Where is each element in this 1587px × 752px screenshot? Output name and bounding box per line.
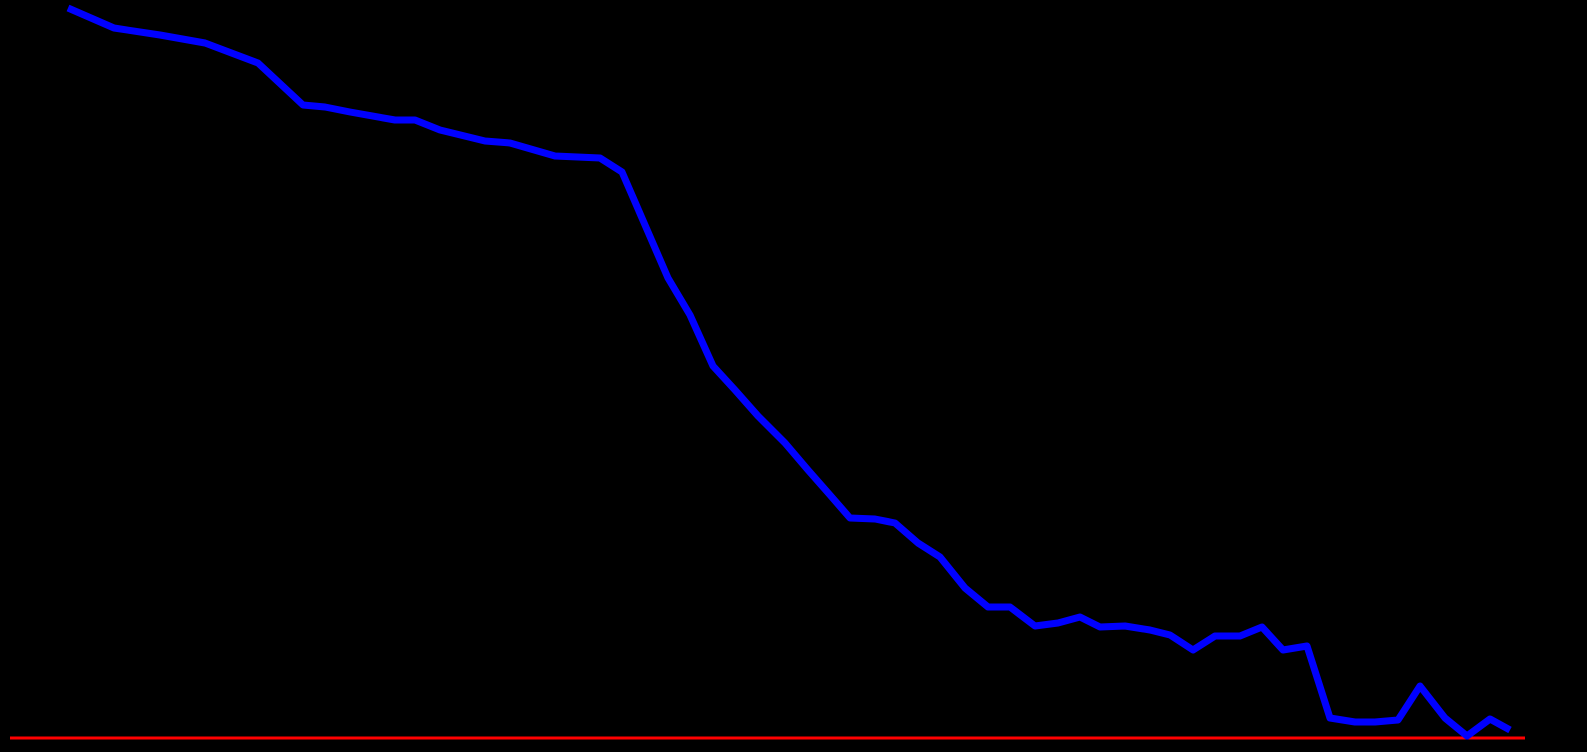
data-line <box>66 4 1512 740</box>
